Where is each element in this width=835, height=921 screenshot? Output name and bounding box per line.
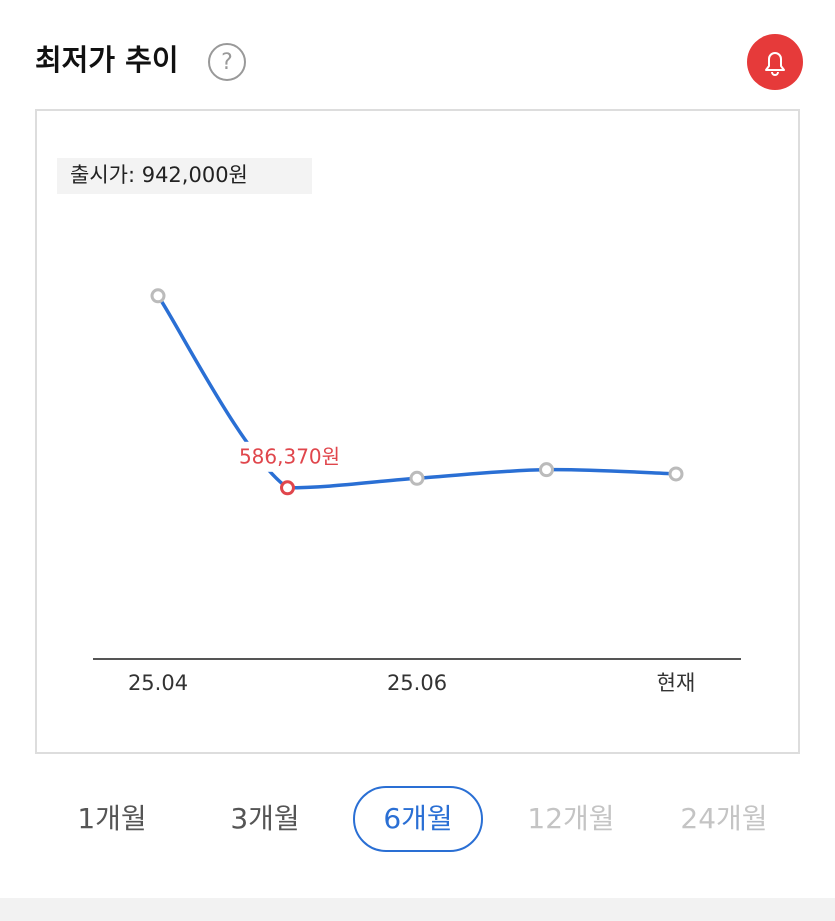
- value-label: 586,370원: [239, 444, 340, 468]
- point: [150, 288, 166, 304]
- chart-card: [35, 109, 800, 754]
- period-tab[interactable]: 3개월: [230, 802, 299, 835]
- period-tab[interactable]: 6개월: [383, 802, 452, 835]
- annotation: 출시가: 942,000원: [70, 163, 248, 187]
- tab-selected-pill[interactable]: [353, 786, 483, 852]
- point: [668, 466, 684, 482]
- footer-band: [0, 898, 835, 921]
- title: 최저가 추이: [35, 43, 179, 77]
- period-tab[interactable]: 1개월: [77, 802, 146, 835]
- point: [409, 470, 425, 486]
- x-tick-label: 25.04: [128, 671, 188, 695]
- help-circle[interactable]: [208, 43, 246, 81]
- period-tab[interactable]: 24개월: [680, 802, 767, 835]
- min-point: [280, 480, 295, 496]
- x-tick-label: 현재: [657, 671, 696, 695]
- annotation-box: [57, 158, 312, 194]
- value-label-bg: [237, 441, 342, 472]
- bell-icon[interactable]: [765, 52, 785, 76]
- help-button[interactable]: ?: [208, 43, 246, 81]
- alarm-circle[interactable]: [747, 34, 803, 90]
- help-icon[interactable]: ?: [221, 50, 233, 75]
- period-tab[interactable]: 12개월: [527, 802, 614, 835]
- point: [539, 462, 554, 478]
- price-line: [156, 294, 677, 490]
- x-tick-label: 25.06: [387, 671, 447, 695]
- alarm-button[interactable]: [747, 34, 803, 90]
